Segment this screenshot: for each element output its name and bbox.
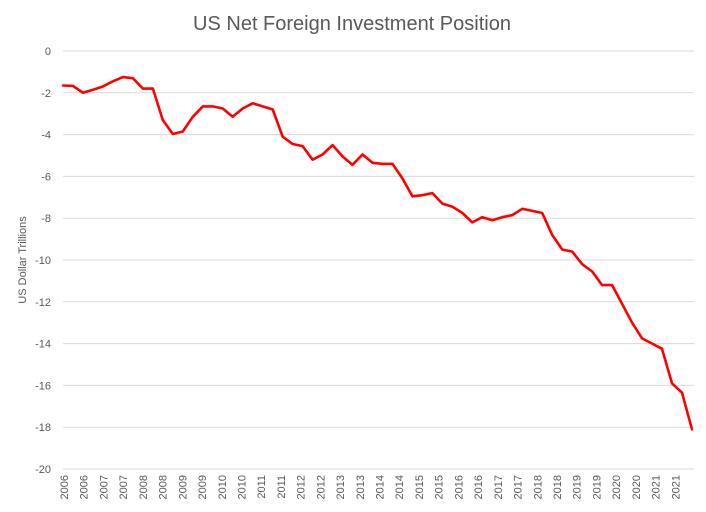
x-tick-label: 2006: [59, 475, 71, 499]
y-axis-ticks: 0 -2 -4 -6 -8 -10 -12 -14 -16 -18 -20: [35, 46, 51, 476]
y-tick-label: -8: [41, 213, 51, 225]
x-tick-label: 2014: [394, 475, 406, 499]
x-tick-label: 2015: [414, 475, 426, 499]
x-tick-label: 2019: [572, 475, 584, 499]
x-tick-label: 2020: [631, 475, 643, 499]
x-tick-label: 2006: [79, 475, 91, 499]
y-tick-label: 0: [45, 46, 51, 58]
x-tick-label: 2012: [296, 475, 308, 499]
y-tick-label: -16: [35, 380, 51, 392]
y-axis-label: US Dollar Trillions: [17, 216, 29, 304]
x-tick-label: 2010: [217, 475, 229, 499]
x-tick-label: 2015: [434, 475, 446, 499]
x-tick-label: 2018: [552, 475, 564, 499]
x-tick-label: 2016: [473, 475, 485, 499]
x-tick-label: 2009: [197, 475, 209, 499]
chart-title: US Net Foreign Investment Position: [193, 13, 511, 35]
x-tick-label: 2014: [375, 475, 387, 499]
x-tick-label: 2018: [532, 475, 544, 499]
y-tick-label: -14: [35, 339, 51, 351]
x-tick-label: 2020: [611, 475, 623, 499]
x-tick-label: 2013: [335, 475, 347, 499]
x-tick-label: 2010: [236, 475, 248, 499]
x-tick-label: 2007: [118, 475, 130, 499]
x-tick-label: 2017: [493, 475, 505, 499]
y-tick-label: -10: [35, 255, 51, 267]
y-tick-label: -18: [35, 422, 51, 434]
x-tick-label: 2019: [591, 475, 603, 499]
x-tick-label: 2021: [670, 475, 682, 499]
y-tick-label: -20: [35, 464, 51, 476]
x-tick-label: 2009: [177, 475, 189, 499]
y-tick-label: -4: [41, 130, 51, 142]
y-tick-label: -12: [35, 297, 51, 309]
x-axis-ticks: 2006 2006 2007 2007 2008 2008 2009 2009 2010 2010…: [59, 475, 682, 499]
x-tick-label: 2021: [651, 475, 663, 499]
x-tick-label: 2008: [138, 475, 150, 499]
y-tick-label: -2: [41, 88, 51, 100]
x-tick-label: 2011: [276, 475, 288, 499]
gridlines: [63, 50, 694, 470]
x-tick-label: 2016: [453, 475, 465, 499]
x-tick-label: 2017: [513, 475, 525, 499]
x-tick-label: 2012: [315, 475, 327, 499]
series-layer: [61, 75, 694, 431]
x-tick-label: 2013: [355, 475, 367, 499]
series-line-0: [61, 75, 694, 431]
x-tick-label: 2008: [158, 475, 170, 499]
x-tick-label: 2007: [98, 475, 110, 499]
y-tick-label: -6: [41, 171, 51, 183]
x-tick-label: 2011: [256, 475, 268, 499]
